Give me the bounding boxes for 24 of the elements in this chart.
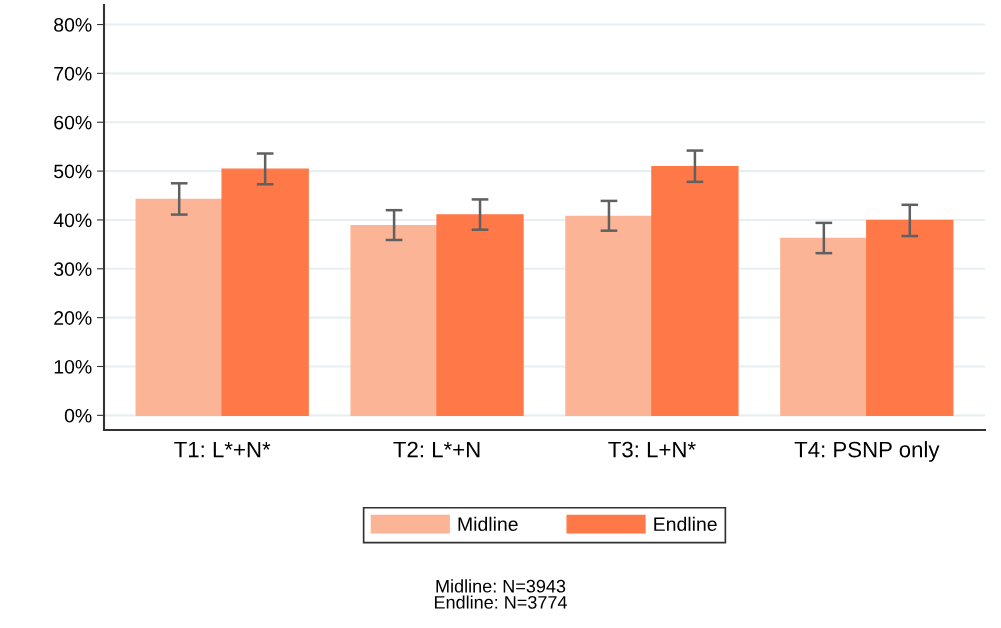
x-tick-label: T3: L+N* [608, 441, 696, 458]
bar [651, 166, 739, 417]
bar [350, 225, 438, 417]
legend-label: Endline [654, 516, 717, 532]
bar [221, 168, 309, 417]
bar [436, 214, 524, 417]
x-tick-label: T2: L*+N [393, 441, 480, 458]
y-tick-label: 40% [53, 213, 92, 228]
bar [135, 198, 223, 417]
bar [565, 215, 653, 417]
y-tick-label: 50% [54, 164, 92, 179]
y-tick-label: 60% [54, 115, 92, 130]
bar [866, 219, 954, 417]
y-tick-label: 70% [54, 66, 92, 81]
y-tick-label: 0% [64, 408, 92, 423]
x-tick-label: T4: PSNP only [794, 441, 940, 462]
legend-label: Midline [458, 516, 518, 532]
y-tick-label: 80% [54, 18, 92, 32]
bar [780, 237, 868, 417]
y-tick-label: 10% [54, 359, 92, 374]
y-tick-label: 30% [54, 262, 92, 277]
x-tick-label: T1: L*+N* [174, 441, 271, 458]
y-tick-label: 20% [54, 311, 92, 325]
text: Midline: N=3943 Endline: N=3774 [434, 579, 567, 609]
